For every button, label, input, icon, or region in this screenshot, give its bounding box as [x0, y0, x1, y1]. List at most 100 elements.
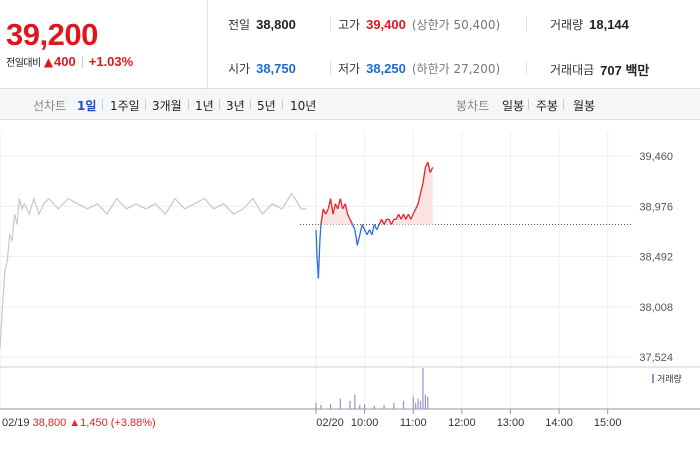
volume-legend-swatch: [652, 374, 654, 383]
change-row: 전일대비 ▲ 400 +1.03%: [6, 54, 133, 69]
today-line-down: [319, 224, 322, 241]
volume-bar: [359, 404, 361, 409]
today-line-down: [356, 234, 361, 246]
today-line-up: [327, 198, 332, 210]
volume-bar: [354, 394, 356, 409]
stat-prev-close: 전일 38,800: [228, 16, 296, 33]
today-line-up: [412, 208, 417, 215]
today-line-up: [337, 198, 341, 210]
current-price-box: 39,200 전일대비 ▲ 400 +1.03%: [0, 0, 208, 89]
stat-value: 38,800: [256, 17, 296, 32]
today-line-up: [417, 193, 422, 204]
period-10y-tab[interactable]: 10년: [290, 99, 317, 113]
price-chart[interactable]: 39,460 38,976 38,492 38,008 37,524 02/20 10:00…: [0, 121, 700, 450]
change-value: 400: [54, 54, 76, 69]
change-percent: +1.03%: [88, 54, 134, 69]
x-tick-label: 11:00: [400, 417, 427, 429]
stat-sub: (하한가 27,200): [411, 62, 501, 76]
y-tick-label: 39,460: [639, 151, 673, 163]
volume-bar: [412, 396, 414, 409]
chart-lines: [0, 161, 434, 350]
today-line-up: [422, 167, 427, 184]
volume-bar: [339, 398, 341, 409]
today-line-up: [344, 203, 349, 215]
today-line-up: [400, 213, 405, 220]
today-line-down: [366, 229, 371, 236]
up-area-fill: [425, 162, 428, 225]
period-5y-tab[interactable]: 5년: [257, 99, 276, 113]
period-1d-tab[interactable]: 1일: [77, 99, 97, 113]
period-3y-tab[interactable]: 3년: [226, 99, 245, 113]
toolbar-divider: [528, 99, 529, 110]
today-line-down: [317, 240, 321, 279]
x-tick-label: 10:00: [351, 417, 379, 429]
candle-weekly-tab[interactable]: 주봉: [536, 99, 559, 113]
today-line-up: [402, 213, 407, 220]
today-line-down: [376, 224, 380, 230]
stat-value: 38,750: [256, 61, 296, 76]
toolbar-divider: [250, 99, 251, 110]
period-1w-tab[interactable]: 1주일: [110, 99, 140, 113]
up-area-fill: [328, 198, 331, 225]
today-line-up: [415, 203, 419, 210]
stat-sub: (상한가 50,400): [411, 18, 501, 32]
today-line-up: [390, 219, 395, 225]
today-line-down: [364, 229, 368, 236]
candle-daily-tab[interactable]: 일봉: [502, 99, 525, 113]
volume-bar: [415, 402, 417, 409]
today-line-up: [410, 213, 414, 220]
x-tick-label: 12:00: [448, 417, 476, 429]
today-line-up: [329, 198, 334, 215]
stat-key: 고가: [338, 18, 361, 32]
line-chart-label: 선차트: [33, 99, 67, 113]
toolbar-divider: [188, 99, 189, 110]
change-label: 전일대비: [6, 58, 41, 69]
today-line-up: [427, 162, 431, 173]
today-line-down: [373, 224, 378, 230]
y-tick-label: 38,492: [639, 252, 673, 264]
period-3m-tab[interactable]: 3개월: [152, 99, 182, 113]
stat-value: 18,144: [589, 17, 629, 32]
stat-divider: [526, 17, 527, 31]
chart-toolbar: 선차트 1일 1주일 3개월 1년 3년 5년 10년 봉차트 일봉 주봉 월봉: [0, 89, 700, 120]
x-tick-label: 02/20: [316, 417, 344, 429]
y-tick-label: 38,008: [639, 302, 673, 314]
stat-high: 고가 39,400 (상한가 50,400): [338, 16, 500, 33]
up-area-fill: [430, 167, 433, 225]
stat-key: 거래량: [550, 18, 584, 32]
stat-key: 시가: [228, 62, 251, 76]
today-line-down: [315, 229, 318, 256]
up-triangle-icon: ▲: [43, 54, 54, 69]
candle-chart-label: 봉차트: [456, 99, 490, 113]
today-line-up: [349, 219, 354, 225]
today-line-up: [383, 219, 388, 225]
candle-monthly-tab[interactable]: 월봉: [573, 99, 596, 113]
current-price: 39,200: [6, 17, 98, 52]
volume-bar: [329, 404, 332, 409]
today-line-up: [429, 167, 434, 173]
today-line-up: [378, 219, 383, 225]
volume-bar: [320, 404, 322, 409]
volume-bar: [422, 368, 424, 409]
today-line-up: [347, 213, 351, 220]
volume-bar: [315, 402, 317, 409]
today-line-down: [351, 224, 356, 230]
stat-trade-value: 거래대금 707 백만: [550, 60, 649, 79]
volume-bar: [417, 398, 419, 409]
up-area-fill: [340, 198, 343, 225]
stat-open: 시가 38,750: [228, 60, 296, 77]
y-tick-label: 37,524: [639, 352, 673, 364]
today-line-up: [322, 208, 327, 215]
today-line-up: [332, 203, 337, 215]
period-1y-tab[interactable]: 1년: [195, 99, 214, 113]
today-line-up: [419, 182, 424, 194]
volume-bar: [402, 400, 405, 409]
stat-value: 39,400: [366, 17, 406, 32]
prev-day-pct: (+3.88%): [111, 417, 156, 429]
stat-value: 38,250: [366, 61, 406, 76]
volume-bars: [315, 368, 429, 409]
today-line-down: [371, 224, 375, 236]
y-tick-label: 38,976: [639, 201, 673, 213]
today-line-up: [320, 208, 324, 225]
stat-divider: [526, 61, 527, 75]
